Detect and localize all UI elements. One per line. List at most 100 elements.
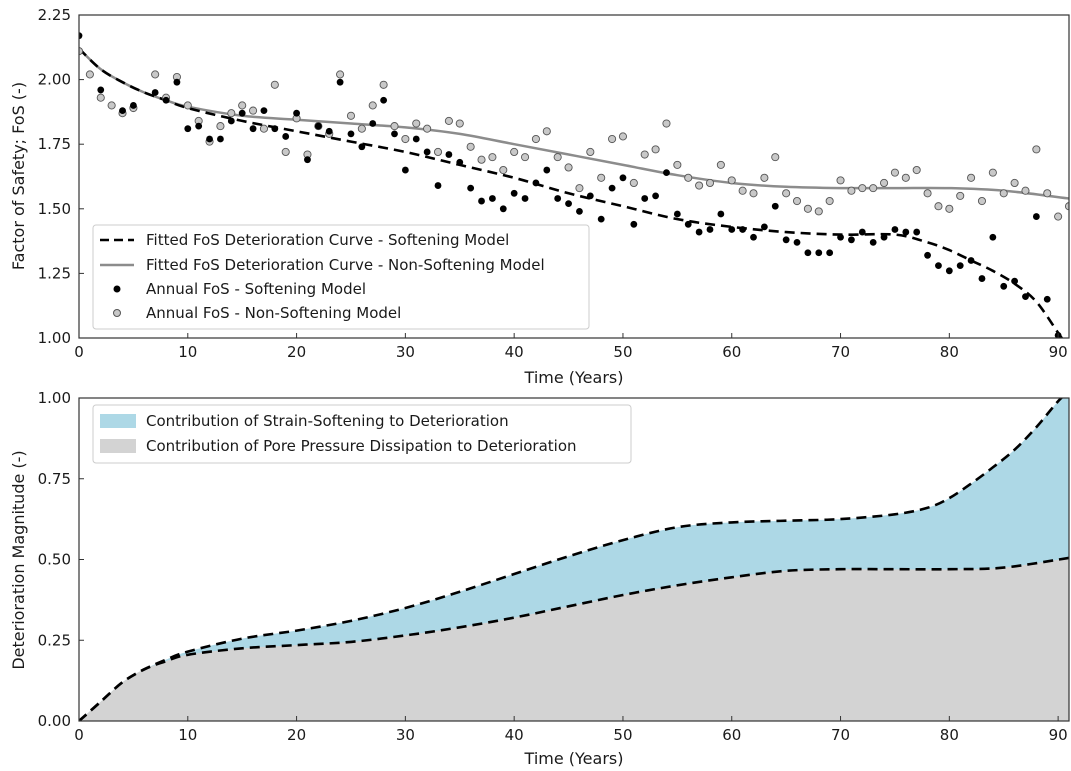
point-softening xyxy=(358,143,366,151)
deterioration-x-tick-label: 0 xyxy=(74,726,84,744)
fos-panel: 0 10 20 30 40 50 60 70 80 90 1.00 1.25 1.50 1.75 2.00 2… xyxy=(9,6,1070,387)
deterioration-legend: Contribution of Strain-Softening to Dete… xyxy=(92,404,632,464)
point-softening xyxy=(510,189,518,197)
point-non-softening xyxy=(890,168,899,177)
deterioration-x-tick-label: 90 xyxy=(1049,726,1068,744)
point-non-softening xyxy=(999,189,1008,198)
point-non-softening xyxy=(945,204,954,213)
point-non-softening xyxy=(499,165,508,175)
point-non-softening xyxy=(836,176,845,185)
point-softening xyxy=(978,275,986,282)
point-non-softening xyxy=(956,191,965,200)
point-softening xyxy=(195,122,203,130)
point-non-softening xyxy=(575,184,584,193)
point-non-softening xyxy=(227,109,236,118)
fitted-curve-softening xyxy=(79,47,1064,338)
point-non-softening xyxy=(1054,212,1063,221)
point-non-softening xyxy=(433,147,443,157)
point-softening xyxy=(1011,277,1019,285)
point-non-softening xyxy=(488,153,497,162)
deterioration-panel: 0 10 20 30 40 50 60 70 80 900.000.250.500.751.00 … xyxy=(9,389,1070,768)
point-softening xyxy=(499,205,507,213)
fos-y-tick-label: 1.75 xyxy=(38,135,71,153)
point-non-softening xyxy=(531,134,540,144)
point-non-softening xyxy=(716,160,725,169)
point-softening xyxy=(369,120,377,127)
point-non-softening xyxy=(281,147,290,157)
deterioration-y-tick-label: 0.00 xyxy=(38,712,71,730)
point-softening xyxy=(1032,213,1040,220)
point-non-softening xyxy=(923,189,932,198)
point-softening xyxy=(521,195,529,202)
point-softening xyxy=(793,238,801,246)
point-non-softening xyxy=(771,153,780,162)
point-non-softening xyxy=(651,145,660,154)
point-softening xyxy=(782,236,790,244)
point-softening xyxy=(79,32,83,40)
point-non-softening xyxy=(901,173,910,182)
point-softening xyxy=(826,249,834,257)
point-softening xyxy=(1000,282,1008,290)
point-non-softening xyxy=(705,178,715,188)
deterioration-x-tick-label: 50 xyxy=(613,726,632,744)
point-non-softening xyxy=(368,101,377,110)
point-non-softening xyxy=(542,127,551,136)
point-softening xyxy=(347,130,355,138)
point-non-softening xyxy=(618,132,628,141)
deterioration-x-tick-label: 40 xyxy=(505,726,524,744)
point-non-softening xyxy=(1032,145,1041,154)
point-non-softening xyxy=(803,204,812,213)
point-non-softening xyxy=(1043,189,1052,198)
point-non-softening xyxy=(695,181,704,190)
point-softening xyxy=(652,192,659,200)
point-non-softening xyxy=(249,106,258,115)
fos-legend-box xyxy=(92,224,590,330)
fos-x-tick-label: 80 xyxy=(940,343,959,361)
point-softening xyxy=(750,233,757,241)
fos-x-tick-label: 0 xyxy=(74,343,84,361)
legend-marker-softening-points xyxy=(113,285,121,293)
deterioration-x-tick-label: 20 xyxy=(287,726,306,744)
point-non-softening xyxy=(988,168,997,177)
point-softening xyxy=(837,233,844,241)
fos-x-tick-label: 60 xyxy=(722,343,741,361)
point-softening xyxy=(945,267,953,275)
point-softening xyxy=(663,169,670,177)
deterioration-x-tick-label: 80 xyxy=(940,726,959,744)
point-non-softening xyxy=(640,150,649,159)
point-non-softening xyxy=(825,196,834,206)
point-non-softening xyxy=(912,165,921,175)
point-softening xyxy=(467,184,475,192)
point-softening xyxy=(423,148,431,156)
point-softening xyxy=(924,251,931,259)
point-non-softening xyxy=(1021,186,1030,195)
point-non-softening xyxy=(183,101,192,110)
point-non-softening xyxy=(880,178,889,188)
point-softening xyxy=(314,122,322,130)
point-softening xyxy=(848,236,855,244)
legend-label-strain-softening: Contribution of Strain-Softening to Dete… xyxy=(146,412,509,430)
point-softening xyxy=(412,135,420,143)
point-softening xyxy=(728,226,736,233)
point-softening xyxy=(815,249,823,257)
point-non-softening xyxy=(1064,202,1069,211)
point-softening xyxy=(129,102,137,109)
point-non-softening xyxy=(423,124,432,133)
deterioration-legend-box xyxy=(92,404,632,464)
point-non-softening xyxy=(727,176,736,185)
fos-x-tick-label: 50 xyxy=(613,343,632,361)
point-non-softening xyxy=(629,178,638,188)
point-softening xyxy=(206,135,213,143)
point-softening xyxy=(456,158,464,166)
legend-swatch-strain-softening xyxy=(100,414,136,428)
point-softening xyxy=(532,179,540,187)
point-softening xyxy=(271,125,279,133)
deterioration-x-tick-label: 30 xyxy=(396,726,415,744)
point-softening xyxy=(641,195,649,202)
point-non-softening xyxy=(444,116,453,125)
point-non-softening xyxy=(520,153,530,162)
deterioration-y-tick-label: 0.25 xyxy=(38,631,71,649)
point-softening xyxy=(227,117,235,125)
fos-x-tick-label: 10 xyxy=(178,343,197,361)
point-non-softening xyxy=(553,153,562,162)
